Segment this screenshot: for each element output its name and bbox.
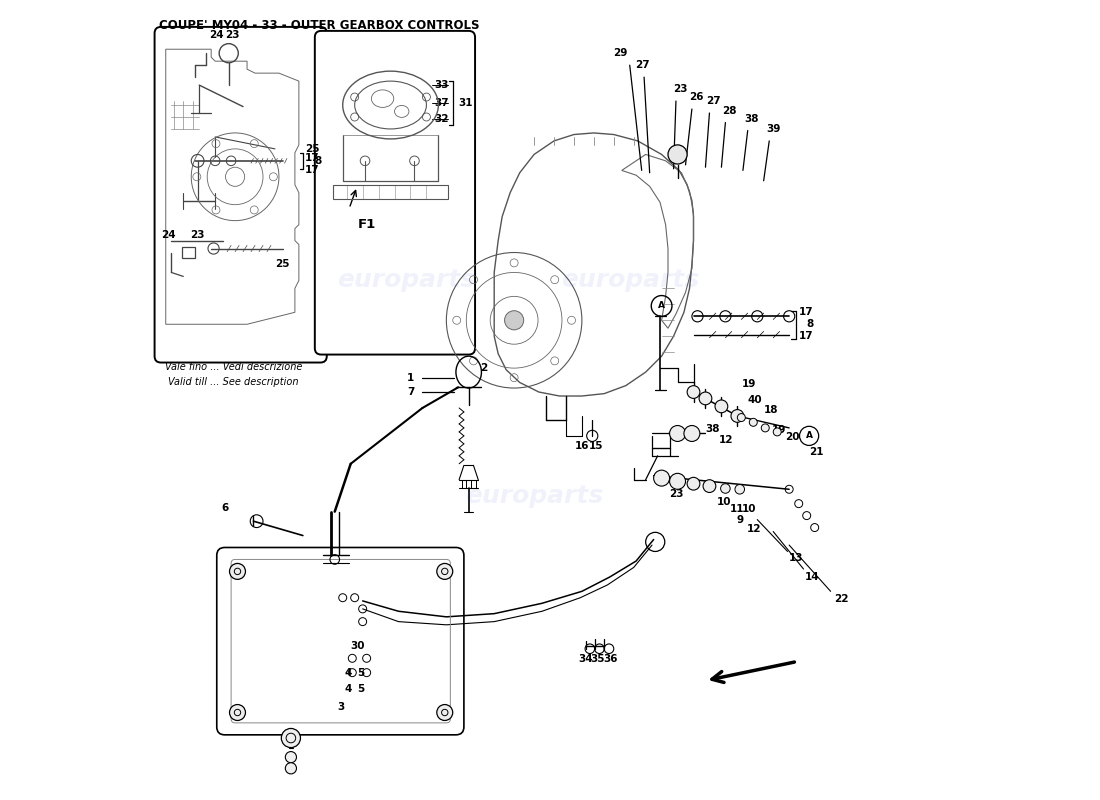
Text: 19: 19: [741, 379, 756, 389]
Text: 21: 21: [810, 447, 824, 457]
Circle shape: [285, 762, 297, 774]
Circle shape: [688, 386, 700, 398]
Text: 16: 16: [574, 442, 590, 451]
Text: 25: 25: [306, 144, 320, 154]
Text: A: A: [805, 431, 813, 440]
Text: 36: 36: [603, 654, 618, 664]
Text: Valid till ... See description: Valid till ... See description: [168, 378, 299, 387]
Text: 8: 8: [315, 156, 322, 166]
Text: 38: 38: [705, 424, 720, 434]
Text: 29: 29: [613, 48, 627, 58]
Text: Vale fino ... Vedi descrizione: Vale fino ... Vedi descrizione: [165, 362, 302, 371]
Circle shape: [703, 480, 716, 493]
Circle shape: [285, 751, 297, 762]
Circle shape: [437, 563, 453, 579]
Circle shape: [230, 705, 245, 721]
Circle shape: [668, 145, 688, 164]
Text: 34: 34: [579, 654, 593, 664]
Text: 26: 26: [689, 92, 703, 102]
Text: 25: 25: [275, 259, 289, 270]
Text: 23: 23: [189, 230, 205, 240]
Text: 18: 18: [763, 405, 778, 414]
Text: europarts: europarts: [465, 484, 603, 508]
Circle shape: [670, 474, 685, 490]
Text: 4: 4: [344, 683, 352, 694]
Text: 3: 3: [338, 702, 344, 712]
Text: 8: 8: [806, 319, 814, 330]
Text: 28: 28: [722, 106, 737, 116]
Text: 5: 5: [358, 668, 365, 678]
Text: 17: 17: [799, 307, 813, 318]
Text: 33: 33: [434, 80, 449, 90]
Text: 2: 2: [480, 363, 487, 373]
Circle shape: [749, 418, 757, 426]
Text: 17: 17: [799, 331, 813, 342]
Text: 10: 10: [716, 497, 732, 507]
Text: europarts: europarts: [561, 269, 698, 293]
Text: 4: 4: [344, 668, 352, 678]
Circle shape: [735, 485, 745, 494]
Circle shape: [505, 310, 524, 330]
Text: 35: 35: [591, 654, 605, 664]
Circle shape: [282, 729, 300, 747]
FancyBboxPatch shape: [155, 27, 327, 362]
Text: 17: 17: [306, 166, 320, 175]
Text: 6: 6: [221, 502, 229, 513]
Text: 22: 22: [834, 594, 848, 604]
Text: 27: 27: [635, 60, 650, 70]
Text: A: A: [658, 302, 666, 310]
Circle shape: [670, 426, 685, 442]
Text: 12: 12: [747, 524, 761, 534]
Text: F1: F1: [358, 218, 376, 231]
Text: 10: 10: [742, 504, 757, 514]
Text: 30: 30: [350, 641, 364, 650]
Text: COUPE' MY04 - 33 - OUTER GEARBOX CONTROLS: COUPE' MY04 - 33 - OUTER GEARBOX CONTROL…: [160, 19, 480, 32]
Text: 13: 13: [789, 553, 804, 563]
Circle shape: [653, 470, 670, 486]
Circle shape: [732, 410, 744, 422]
Circle shape: [230, 563, 245, 579]
Text: 23: 23: [224, 30, 239, 40]
Text: 24: 24: [161, 230, 175, 240]
Text: 5: 5: [358, 683, 365, 694]
Circle shape: [761, 424, 769, 432]
Circle shape: [737, 414, 746, 422]
Circle shape: [720, 484, 730, 494]
Text: 14: 14: [805, 572, 820, 582]
Circle shape: [437, 705, 453, 721]
Circle shape: [773, 428, 781, 436]
Text: 12: 12: [719, 435, 734, 445]
FancyBboxPatch shape: [315, 31, 475, 354]
Text: 32: 32: [434, 114, 449, 124]
Text: 19: 19: [771, 426, 786, 435]
Text: 24: 24: [209, 30, 223, 40]
Text: europarts: europarts: [338, 269, 475, 293]
Text: 27: 27: [706, 96, 721, 106]
Text: 9: 9: [736, 514, 744, 525]
Text: 39: 39: [766, 124, 780, 134]
Circle shape: [688, 478, 700, 490]
Circle shape: [684, 426, 700, 442]
Text: 20: 20: [785, 432, 800, 442]
Circle shape: [700, 392, 712, 405]
Text: 15: 15: [588, 442, 604, 451]
Text: 40: 40: [748, 395, 762, 405]
Text: 38: 38: [745, 114, 759, 123]
Text: 31: 31: [459, 98, 473, 108]
Text: 23: 23: [673, 84, 688, 94]
Circle shape: [715, 400, 728, 413]
Text: 7: 7: [407, 387, 415, 397]
Text: 37: 37: [434, 98, 449, 109]
Text: 17: 17: [306, 154, 320, 163]
FancyBboxPatch shape: [217, 547, 464, 735]
Text: 23: 23: [669, 489, 683, 499]
Text: 1: 1: [407, 374, 415, 383]
Text: 11: 11: [730, 504, 745, 514]
